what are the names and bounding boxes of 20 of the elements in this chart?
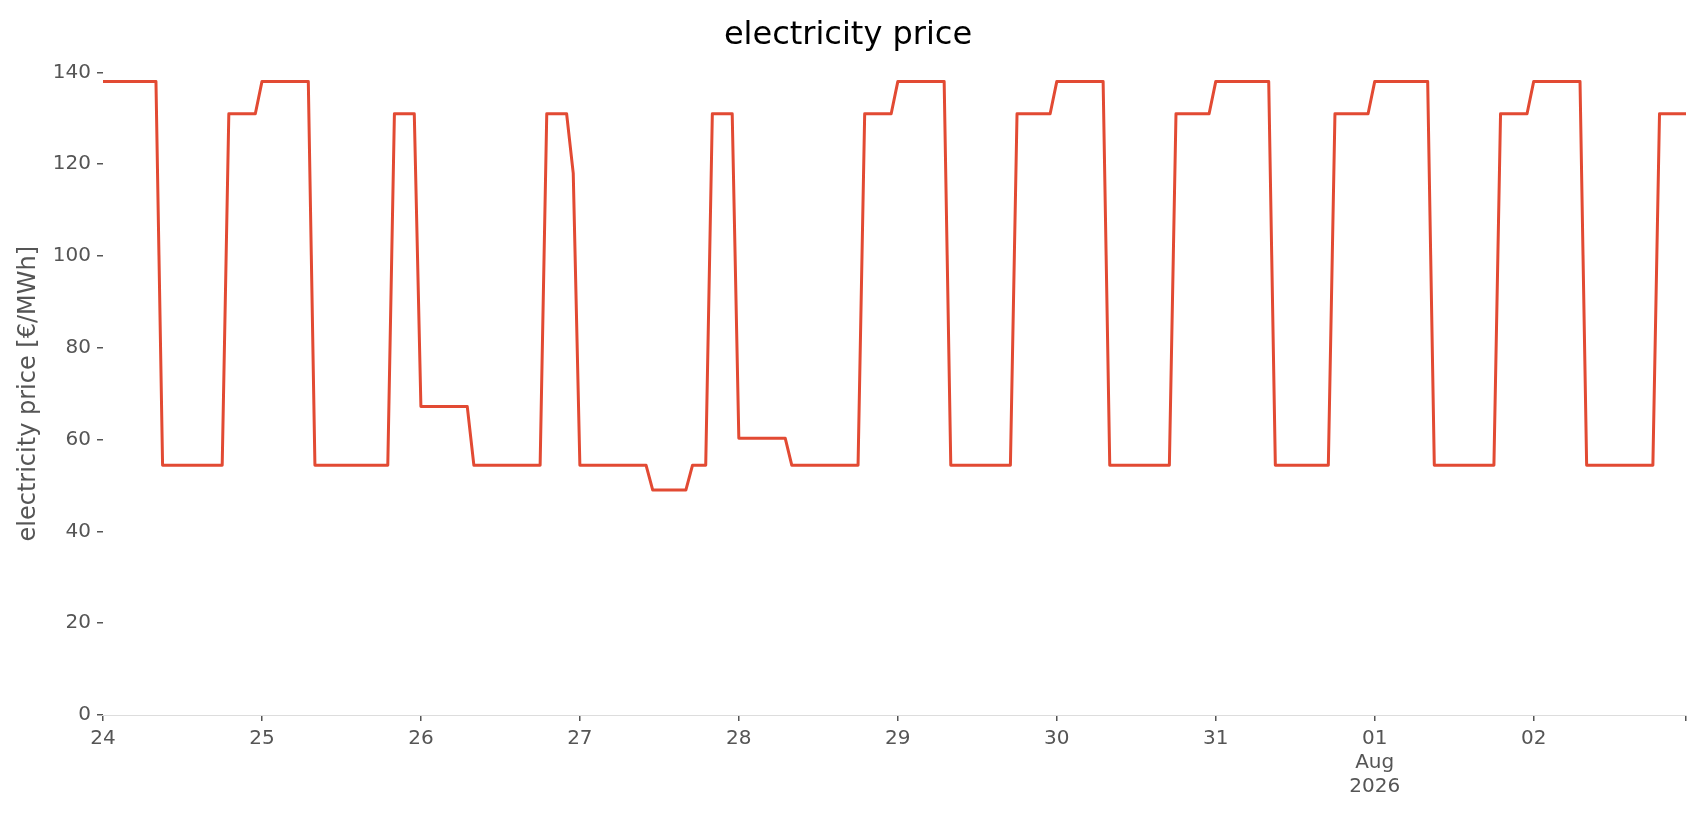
chart-title: electricity price bbox=[723, 13, 973, 52]
x-tick-label: 24 bbox=[90, 725, 116, 750]
y-tick-label: 0 bbox=[78, 701, 91, 726]
x-tick-label: 25 bbox=[249, 725, 275, 750]
y-axis-title: electricity price [€/MWh] bbox=[12, 245, 41, 542]
x-tick-label: 26 bbox=[408, 725, 434, 750]
y-tick-label: 40 bbox=[65, 517, 91, 542]
x-tick-label: 31 bbox=[1203, 725, 1229, 750]
y-tick-label: 80 bbox=[65, 334, 91, 358]
y-tick-label: 60 bbox=[65, 425, 91, 450]
x-tick-label: 01 Aug 2026 bbox=[1349, 725, 1401, 798]
x-tick-label: 02 bbox=[1520, 725, 1547, 750]
y-tick-label: 100 bbox=[52, 242, 91, 267]
y-tick-label: 20 bbox=[65, 609, 91, 634]
x-tick-label: 28 bbox=[726, 725, 752, 750]
x-tick-label: 30 bbox=[1044, 725, 1070, 750]
y-tick-label: 120 bbox=[52, 150, 91, 175]
y-tick-label: 140 bbox=[52, 58, 91, 83]
x-tick-label: 27 bbox=[567, 725, 593, 750]
x-tick-label: 29 bbox=[885, 725, 911, 750]
